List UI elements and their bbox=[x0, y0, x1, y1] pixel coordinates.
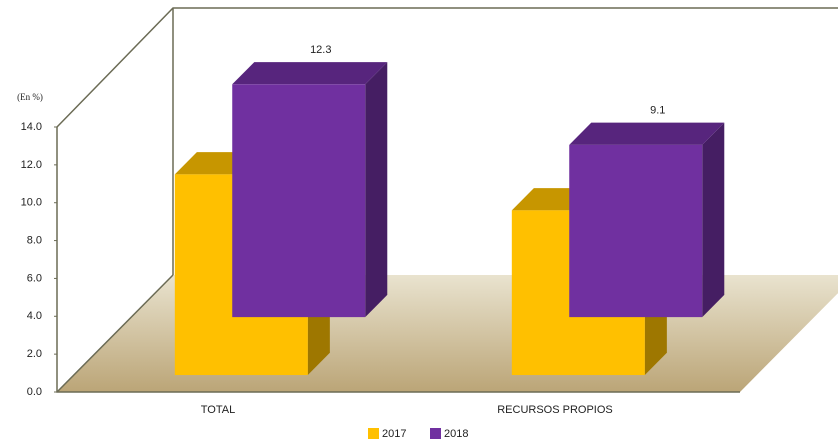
y-tick-label: 4.0 bbox=[27, 310, 42, 322]
y-tick-label: 14.0 bbox=[21, 121, 42, 133]
x-tick-label: TOTAL bbox=[201, 404, 235, 416]
y-axis-label: (En %) bbox=[17, 92, 43, 102]
wall-edge bbox=[56, 7, 838, 128]
bar-front bbox=[232, 84, 366, 318]
y-tick-label: 10.0 bbox=[21, 197, 42, 209]
bar bbox=[232, 62, 388, 318]
y-tick-label: 12.0 bbox=[21, 159, 42, 171]
legend-label: 2018 bbox=[444, 428, 468, 440]
bar-top bbox=[569, 122, 725, 145]
x-tick-label: RECURSOS PROPIOS bbox=[497, 404, 613, 416]
legend-label: 2017 bbox=[382, 428, 406, 440]
bar-side bbox=[365, 62, 388, 318]
y-tick-label: 0.0 bbox=[27, 386, 42, 398]
legend-swatch bbox=[368, 428, 379, 439]
data-label: 9.1 bbox=[650, 105, 665, 117]
floor-edge bbox=[56, 274, 174, 393]
bar-side bbox=[702, 122, 725, 318]
data-label: 12.3 bbox=[310, 44, 331, 56]
y-tick-label: 2.0 bbox=[27, 348, 42, 360]
y-tick-label: 6.0 bbox=[27, 272, 42, 284]
bar-front bbox=[569, 144, 703, 318]
bar-top bbox=[232, 62, 388, 85]
y-tick-label: 8.0 bbox=[27, 234, 42, 246]
legend-swatch bbox=[430, 428, 441, 439]
bar bbox=[569, 122, 725, 318]
